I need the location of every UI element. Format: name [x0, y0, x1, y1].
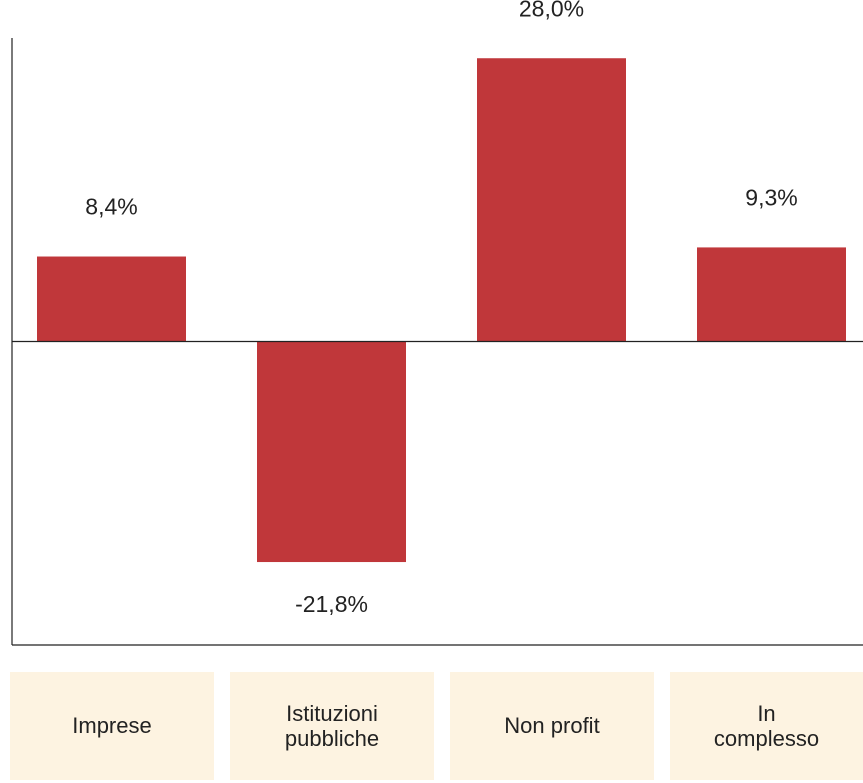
data-label: -21,8%: [295, 591, 368, 617]
bar: [37, 256, 186, 342]
bar: [257, 341, 406, 563]
bar: [697, 247, 846, 342]
category-box: Istituzioni pubbliche: [230, 672, 434, 780]
category-box: In complesso: [670, 672, 863, 780]
data-label: 8,4%: [85, 194, 137, 220]
bar: [477, 58, 626, 342]
x-tick-label: Istituzioni pubbliche: [284, 700, 380, 751]
category-box: Imprese: [10, 672, 214, 780]
data-label: 9,3%: [745, 184, 797, 210]
x-tick-label: Imprese: [72, 713, 152, 739]
data-label: 28,0%: [519, 0, 584, 21]
category-box: Non profit: [450, 672, 654, 780]
x-tick-label: Non profit: [504, 713, 600, 739]
plot-area: 8,4% -21,8% 28,0% 9,3%: [11, 0, 863, 646]
x-tick-label: In complesso: [713, 700, 820, 751]
